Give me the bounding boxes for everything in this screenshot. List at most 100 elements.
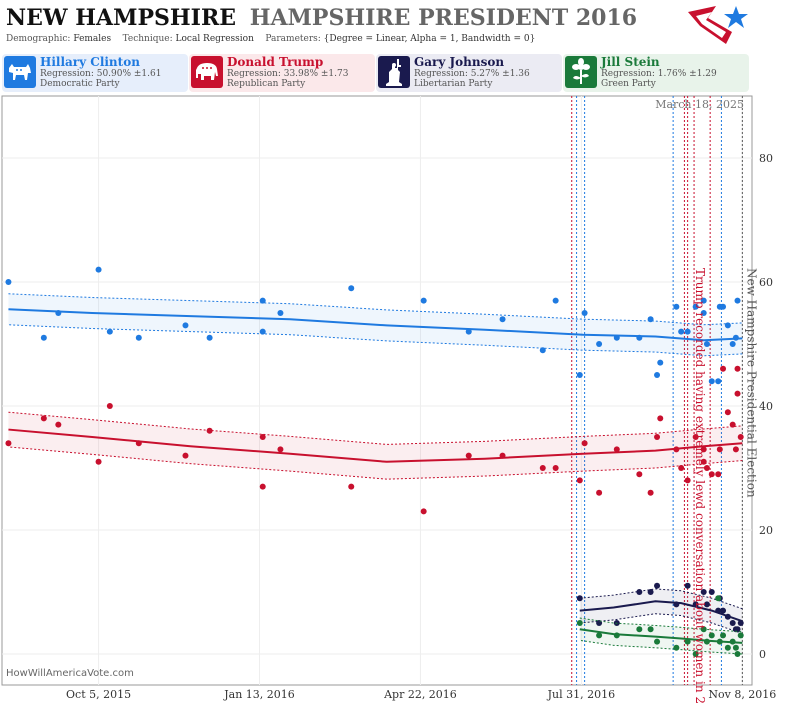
poll-point [729,421,736,428]
poll-point [720,303,727,310]
poll-point [596,632,603,639]
candidate-card-trump[interactable]: Donald Trump Regression: 33.98% ±1.73 Re… [189,54,375,92]
poll-point [708,378,715,385]
poll-point [684,328,691,335]
confidence-band [579,618,743,654]
poll-point [678,465,685,471]
poll-point [737,632,744,639]
poll-point [465,452,472,459]
technique-value: Local Regression [175,34,254,44]
site-footer: HowWillAmericaVote.com [6,668,134,679]
confidence-band [579,588,743,634]
candidate-card-stein[interactable]: Jill Stein Regression: 1.76% ±1.29 Green… [563,54,749,92]
poll-point [206,427,213,434]
x-tick-label: Jul 31, 2016 [547,688,616,701]
candidate-name: Gary Johnson [414,55,505,69]
poll-point [95,266,102,273]
poll-point [499,452,506,459]
y-tick-label: 0 [759,648,766,661]
poll-point [581,310,588,316]
poll-point [348,483,355,490]
poll-point [673,644,680,651]
poll-point [552,297,559,304]
poll-point [692,651,699,657]
poll-point [596,489,603,496]
poll-point [724,409,731,416]
poll-point [724,322,731,329]
band-upper-line [8,293,743,326]
flower-icon [565,56,597,88]
poll-point [708,589,715,595]
candidate-name: Jill Stein [601,55,660,69]
poll-point [581,440,588,447]
candidate-card-johnson[interactable]: Gary Johnson Regression: 5.27% ±1.36 Lib… [376,54,562,92]
event-annotation: Trump recorded having extremely lewd con… [693,268,707,704]
poll-point [715,607,722,614]
poll-point [700,589,707,595]
poll-point [259,297,266,304]
band-upper-line [579,617,743,633]
chart-date-label: March 18, 2025 [655,98,744,111]
y-tick-label: 20 [759,524,773,537]
poll-point [692,601,699,608]
poll-point [420,297,427,304]
poll-point [55,421,62,428]
poll-point [135,440,142,447]
poll-point [259,483,266,490]
page-title: NEW HAMPSHIRE HAMPSHIRE PRESIDENT 2016 [6,5,637,31]
poll-point [259,434,266,440]
poll-point [734,651,741,657]
poll-point [716,638,723,645]
poll-point [259,328,266,335]
poll-point [673,601,680,608]
poll-point [720,607,727,614]
candidate-party: Green Party [601,79,656,89]
poll-point [729,341,736,347]
candidate-name: Donald Trump [227,55,324,69]
candidate-party: Libertarian Party [414,79,493,89]
poll-point [700,310,707,316]
candidate-regression: Regression: 5.27% ±1.36 [414,69,530,79]
poll-point [40,334,47,341]
poll-point [647,489,654,496]
poll-point [576,477,583,484]
poll-point [737,620,744,626]
donkey-icon [4,56,36,88]
poll-point [552,465,559,471]
poll-point [613,334,620,341]
poll-point [135,334,142,341]
poll-point [277,446,284,453]
poll-point [715,595,722,602]
poll-point [5,279,12,285]
poll-point [732,446,739,453]
poll-point [700,458,707,465]
event-annotation: New Hampshire Presidential Election [744,268,758,498]
poll-point [636,471,643,478]
poll-point [673,446,680,453]
poll-point [734,365,741,372]
candidate-card-clinton[interactable]: Hillary Clinton Regression: 50.90% ±1.61… [2,54,188,92]
poll-point [732,644,739,651]
band-upper-line [579,588,743,610]
poll-point [182,452,189,459]
poll-point [539,465,546,471]
x-tick-label: Apr 22, 2016 [383,688,457,701]
poll-point [720,632,727,639]
poll-point [647,316,654,323]
poll-point [5,440,12,447]
poll-point [673,303,680,310]
y-tick-label: 60 [759,276,773,289]
poll-point [734,297,741,304]
band-lower-line [579,639,743,655]
poll-point [715,378,722,385]
poll-point [715,471,722,478]
poll-point [654,582,661,589]
x-tick-label: Oct 5, 2015 [66,688,131,701]
poll-point [724,613,731,620]
poll-point [703,341,710,347]
poll-point [206,334,213,341]
poll-point [657,415,664,422]
poll-point [106,328,113,335]
poll-point [700,297,707,304]
